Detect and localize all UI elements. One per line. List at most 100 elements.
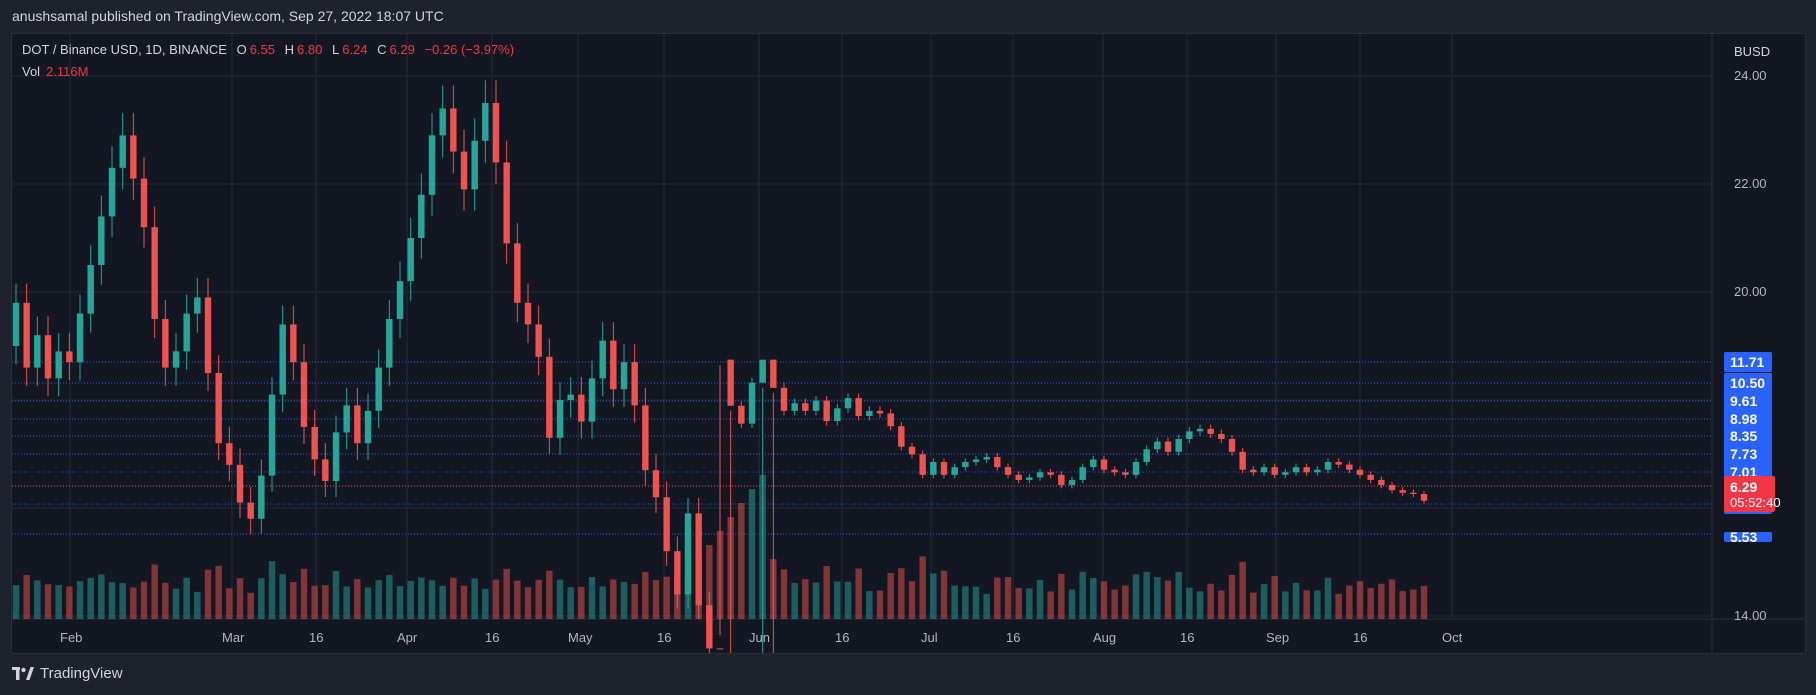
volume-bar: [812, 582, 820, 619]
date-tick-label: Jul: [921, 630, 938, 645]
published-byline: anushsamal published on TradingView.com,…: [12, 8, 444, 24]
candle-body: [1346, 464, 1353, 470]
candle-body: [983, 456, 990, 460]
candle-body: [66, 351, 73, 363]
high-value: 6.80: [297, 42, 323, 57]
volume-bar: [1346, 585, 1353, 619]
volume-bar: [962, 586, 969, 619]
level-price-badge[interactable]: 8.35: [1724, 426, 1772, 446]
volume-bar: [1410, 589, 1417, 619]
volume-bar: [866, 591, 873, 619]
candle-body: [652, 470, 660, 498]
candle-body: [972, 459, 980, 463]
volume-bar: [716, 531, 724, 619]
symbol-label[interactable]: DOT / Binance USD, 1D, BINANCE: [22, 42, 227, 57]
candle-body: [674, 551, 681, 595]
candle-body: [1250, 469, 1257, 473]
candle-body: [1378, 479, 1385, 486]
level-price-badge[interactable]: 8.98: [1724, 409, 1772, 429]
candle-body: [738, 405, 745, 424]
candle-body: [908, 446, 916, 455]
volume-bar: [1036, 579, 1044, 619]
candle-body: [1196, 428, 1204, 432]
volume-bar: [428, 580, 436, 619]
volume-bar: [247, 592, 254, 619]
volume-bar: [460, 585, 468, 619]
date-tick-label: 16: [309, 630, 324, 645]
candle-body: [300, 362, 308, 427]
volume-bar: [578, 586, 585, 619]
volume-bar: [855, 568, 862, 619]
volume-bar: [940, 570, 948, 619]
candle-body: [55, 351, 62, 379]
volume-bar: [919, 556, 926, 619]
candle-body: [1132, 462, 1140, 475]
candle-body: [1260, 467, 1268, 473]
date-tick-label: 16: [485, 630, 500, 645]
volume-bar: [1090, 577, 1097, 619]
level-price-badge[interactable]: 11.71: [1724, 352, 1772, 372]
volume-bar: [354, 579, 361, 619]
candle-body: [471, 140, 478, 190]
candlestick-chart[interactable]: [12, 34, 1805, 653]
candle-body: [460, 151, 468, 190]
candle-body: [1218, 433, 1225, 440]
high-label: H: [284, 42, 295, 57]
volume-bar: [375, 580, 382, 619]
candle-body: [1356, 469, 1364, 475]
volume-bar: [823, 566, 830, 619]
volume-bar: [951, 585, 958, 619]
volume-bar: [279, 574, 286, 619]
volume-bar: [642, 571, 649, 619]
volume-bar: [407, 580, 414, 619]
level-price-badge[interactable]: 7.73: [1724, 444, 1772, 464]
volume-bar: [1100, 581, 1108, 619]
candle-body: [1388, 485, 1396, 491]
volume-bar: [1218, 590, 1225, 619]
candle-body: [215, 373, 222, 444]
date-tick-label: Oct: [1442, 630, 1463, 645]
candle-body: [770, 359, 777, 388]
volume-bar: [194, 591, 201, 619]
candle-body: [364, 410, 372, 444]
date-tick-label: Apr: [397, 630, 418, 645]
candle-body: [151, 227, 158, 319]
candle-body: [748, 382, 756, 424]
candle-body: [940, 462, 948, 475]
candle-body: [354, 405, 361, 444]
footer-brand[interactable]: TradingView: [12, 665, 123, 682]
volume-bar: [204, 569, 212, 619]
candle-body: [1058, 474, 1065, 486]
volume-bar: [183, 577, 190, 619]
volume-bar: [834, 581, 841, 619]
close-value: 6.29: [389, 42, 415, 57]
candle-body: [44, 335, 52, 379]
date-tick-label: 16: [657, 630, 672, 645]
open-value: 6.55: [249, 42, 275, 57]
volume-bar: [780, 569, 788, 619]
current-price-badge[interactable]: 6.29 05:52:40: [1724, 476, 1781, 512]
volume-bar: [1004, 576, 1012, 619]
candle-body: [194, 297, 201, 314]
volume-bar: [610, 579, 617, 619]
level-price-badge[interactable]: 9.61: [1724, 391, 1772, 411]
volume-bar: [503, 568, 510, 619]
volume-bar: [364, 587, 372, 619]
volume-bar: [898, 568, 905, 619]
volume-bar: [108, 582, 116, 619]
level-price-badge[interactable]: 10.50: [1724, 373, 1772, 393]
volume-bar: [1207, 583, 1214, 619]
level-price-badge[interactable]: 5.53: [1724, 532, 1772, 542]
current-price-value: 6.29: [1730, 479, 1758, 495]
volume-bar: [876, 590, 884, 619]
volume-bar: [759, 475, 766, 619]
candle-body: [1335, 462, 1342, 465]
volume-bar: [1058, 573, 1065, 619]
volume-bar: [492, 579, 500, 619]
chart-pane[interactable]: DOT / Binance USD, 1D, BINANCE O 6.55 H 6.…: [11, 33, 1806, 654]
candle-body: [994, 456, 1001, 468]
volume-bar: [258, 578, 265, 619]
candle-body: [1068, 479, 1076, 486]
volume-bar: [887, 572, 894, 619]
currency-label[interactable]: BUSD: [1734, 44, 1771, 59]
